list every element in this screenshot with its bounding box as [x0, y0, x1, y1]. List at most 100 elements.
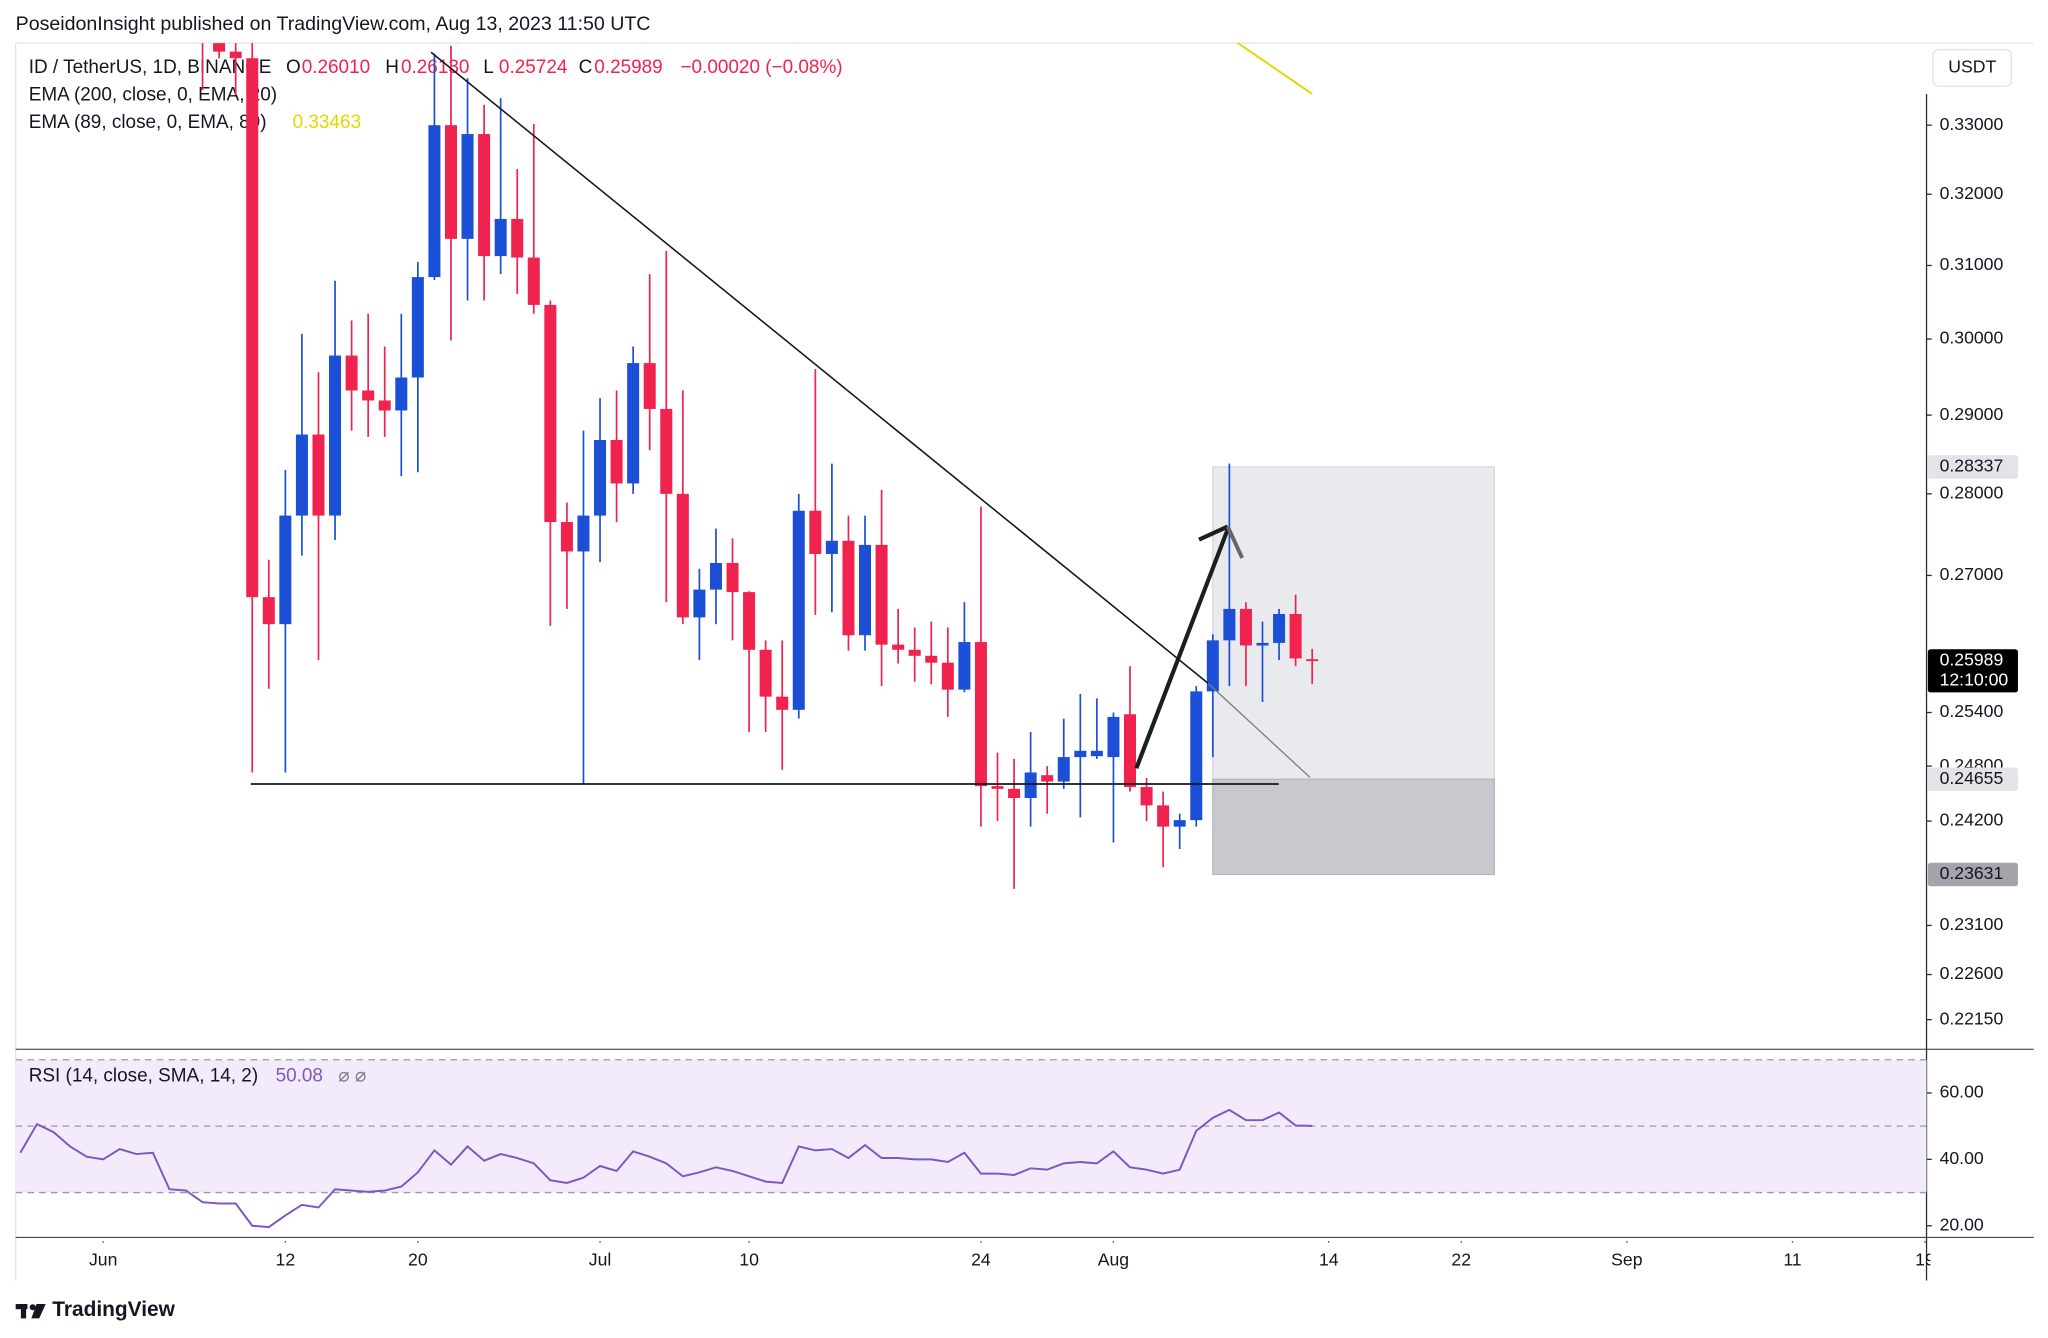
candle-body	[759, 649, 772, 697]
stop-zone	[1212, 778, 1496, 876]
ohlc-value: 0.25724	[499, 57, 567, 78]
y-tick-label: 0.32000	[1940, 183, 2004, 203]
candle-body	[859, 544, 872, 636]
x-tick-label: Aug	[1098, 1250, 1129, 1270]
y-tick-label: 0.23100	[1940, 914, 2004, 934]
x-tick-group: Jun	[89, 1241, 117, 1270]
candle-body	[627, 363, 640, 484]
y-tick-label: 0.33000	[1940, 114, 2004, 134]
indicator-name: EMA (200, close, 0, EMA, 20)	[29, 84, 277, 105]
candle-body	[1074, 750, 1087, 758]
ohlc-key: O	[286, 57, 301, 78]
candle-body	[1306, 659, 1319, 662]
ohlc-value: 0.25989	[594, 57, 662, 78]
candle-body	[958, 642, 971, 690]
candle-body	[1223, 608, 1236, 641]
candle-body	[991, 786, 1004, 789]
x-tick-group: Jul	[589, 1241, 611, 1270]
x-tick-label: 20	[408, 1250, 428, 1270]
candle-body	[1273, 613, 1286, 643]
candle-body	[1057, 757, 1070, 782]
candle-body	[1008, 788, 1021, 799]
x-tick-label: Jun	[89, 1250, 117, 1270]
target-zone	[1212, 466, 1496, 780]
drawings	[250, 51, 1311, 785]
candle-body	[478, 134, 491, 257]
candle-body	[1041, 775, 1054, 782]
candle-body	[925, 655, 938, 663]
trend-line-extension	[1207, 682, 1311, 778]
ohlc-key: H	[385, 57, 399, 78]
x-tick-group: 10	[739, 1241, 759, 1270]
candle-body	[494, 218, 507, 257]
price-pane	[201, 43, 1319, 889]
x-tick-label: 11	[1783, 1250, 1801, 1270]
y-tick-label: 0.25400	[1940, 701, 2004, 721]
entry-badge-label: 0.24655	[1940, 768, 2004, 788]
candle-body	[1190, 691, 1203, 821]
entry-badge	[1927, 767, 2018, 792]
candle-body	[527, 257, 540, 305]
arrow-head-left	[1198, 524, 1229, 542]
x-tick-group: 20	[408, 1241, 428, 1270]
x-tick-group: 24	[971, 1241, 991, 1270]
currency-label[interactable]: USDT	[1948, 57, 1996, 77]
position-tool	[1212, 466, 1496, 876]
publish-header: PoseidonInsight published on TradingView…	[16, 13, 651, 35]
rsi-value: 50.08	[276, 1066, 323, 1087]
y-tick-label: 0.31000	[1940, 254, 2004, 274]
candle-body	[262, 597, 275, 625]
candle-body	[842, 540, 855, 636]
rsi-y-tick-label: 40.00	[1940, 1148, 1984, 1168]
x-tick-group: 11	[1783, 1241, 1802, 1270]
ohlc-key: C	[579, 57, 593, 78]
x-tick-label: 10	[739, 1250, 759, 1270]
axes: 0.33000 0.32000 0.31000 0.30000 0.29000 0.280…	[89, 114, 2018, 1270]
target-badge-label: 0.28337	[1940, 456, 2004, 476]
y-tick-label: 0.29000	[1940, 404, 2004, 424]
legend: ID / TetherUS, 1D, BINANCEO0.26010H0.261…	[29, 57, 843, 133]
logo-slash	[31, 1304, 46, 1319]
candle-body	[776, 696, 789, 710]
candle-body	[229, 51, 242, 59]
candle-body	[825, 540, 838, 554]
candle-body	[1256, 642, 1269, 646]
candle-body	[1289, 613, 1302, 659]
indicator-value: 0.33463	[293, 112, 361, 133]
logo-stem	[20, 1304, 27, 1319]
candle-body	[511, 218, 524, 258]
candle-body	[610, 440, 623, 484]
x-tick-label: 22	[1451, 1250, 1471, 1270]
candle-body	[312, 434, 325, 516]
candle-body	[1239, 608, 1252, 646]
candle-body	[643, 363, 656, 409]
x-tick-label: 24	[971, 1250, 991, 1270]
last-price-badge	[1927, 649, 2018, 693]
y-tick-label: 0.22600	[1940, 963, 2004, 983]
target-badge	[1927, 455, 2018, 479]
candle-body	[693, 589, 706, 618]
candle-body	[1024, 772, 1037, 799]
ohlc-key: L	[483, 57, 494, 78]
rsi-flags: ⌀ ⌀	[338, 1066, 366, 1087]
arrow-head-right	[1225, 525, 1244, 559]
candle-body	[908, 649, 921, 656]
candle-body	[660, 408, 673, 494]
candle-body	[1157, 805, 1170, 827]
rsi-line	[19, 1108, 1313, 1229]
candle-body	[295, 434, 308, 516]
candle-body	[809, 510, 822, 554]
candle-body	[941, 662, 954, 690]
candle-body	[577, 515, 590, 552]
candle-body	[743, 592, 756, 650]
currency-button[interactable]	[1932, 48, 2013, 87]
candle-body	[378, 400, 391, 411]
x-tick-label: Sep	[1611, 1250, 1643, 1270]
rsi-plot	[15, 1059, 1927, 1229]
ema-line	[1236, 43, 1313, 95]
candle-body	[892, 644, 905, 650]
candle-body	[676, 493, 689, 618]
rsi-title: RSI (14, close, SMA, 14, 2)	[29, 1066, 258, 1087]
logo-dot	[29, 1304, 36, 1311]
